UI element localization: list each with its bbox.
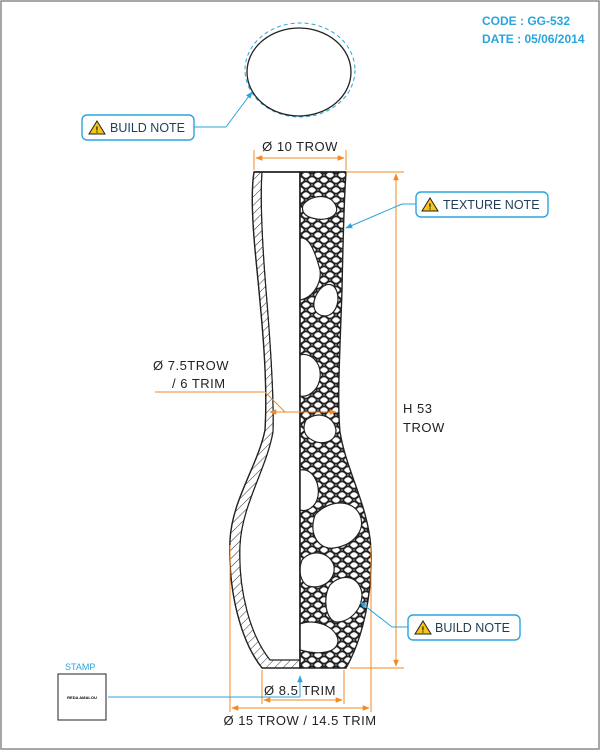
dimension-lines (155, 150, 404, 712)
build-note-top[interactable]: ! BUILD NOTE (81, 114, 195, 141)
stamp-signature: REDA AMALOU (67, 695, 97, 700)
texture-note-label: TEXTURE NOTE (443, 198, 540, 212)
build-note-bottom[interactable]: ! BUILD NOTE (407, 614, 521, 641)
dimension-neck-line1: Ø 7.5TROW (153, 358, 229, 373)
warning-icon: ! (88, 120, 106, 135)
stamp: STAMP REDA AMALOU (57, 662, 107, 721)
dimension-top-diameter: Ø 10 TROW (262, 139, 338, 154)
dimension-height-line2: TROW (403, 420, 445, 435)
dimension-body-diameter: Ø 15 TROW / 14.5 TRIM (223, 713, 376, 728)
warning-icon: ! (421, 197, 439, 212)
drawing-date: DATE : 05/06/2014 (482, 32, 585, 46)
build-note-top-label: BUILD NOTE (110, 121, 185, 135)
warning-icon: ! (414, 620, 432, 635)
dimension-neck-line2: / 6 TRIM (172, 376, 226, 391)
vase-section (229, 171, 372, 669)
drawing-code: CODE : GG-532 (482, 14, 570, 28)
dimension-height-line1: H 53 (403, 401, 432, 416)
svg-text:!: ! (429, 203, 432, 212)
leader-lines (108, 91, 416, 698)
texture-note[interactable]: ! TEXTURE NOTE (415, 191, 549, 218)
top-view (244, 22, 356, 118)
svg-text:!: ! (96, 126, 99, 135)
stamp-label: STAMP (65, 662, 95, 672)
svg-text:!: ! (422, 626, 425, 635)
build-note-bottom-label: BUILD NOTE (435, 621, 510, 635)
